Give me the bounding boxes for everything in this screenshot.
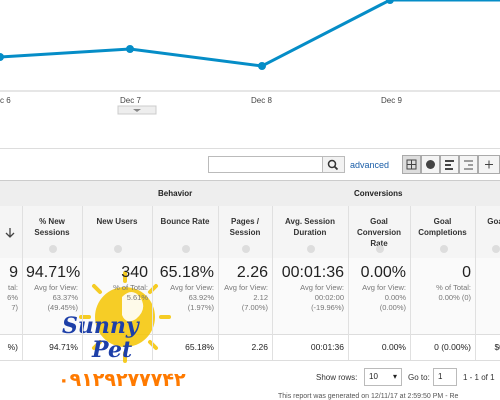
total-sub: % of Total: 5.61%	[113, 283, 148, 302]
sort-arrow[interactable]	[4, 227, 16, 239]
total-value: 00:01:36	[281, 264, 344, 281]
total-sub: 0.	[475, 283, 500, 293]
trend-chart	[0, 0, 500, 115]
column-divider	[475, 206, 476, 360]
help-icon[interactable]	[114, 244, 122, 253]
total-sub: Avg for View: 0.00% (0.00%)	[362, 283, 406, 312]
column-header[interactable]: New Users	[96, 217, 138, 226]
column-header[interactable]: Bounce Rate	[160, 217, 210, 226]
row-cell: 65.18%	[185, 342, 214, 352]
goto-input[interactable]: 1	[433, 368, 457, 386]
total-sub: Avg for View: 00:02:00 (-19.96%)	[300, 283, 344, 312]
total-value: 9	[9, 264, 18, 281]
help-wrap	[218, 240, 272, 258]
x-label: Dec 7	[120, 96, 141, 105]
column-divider	[152, 206, 153, 360]
help-wrap	[348, 240, 410, 258]
help-wrap	[410, 240, 475, 258]
help-icon[interactable]	[439, 244, 448, 253]
column-header[interactable]: Avg. Session Duration	[285, 217, 335, 237]
column-divider	[22, 206, 23, 360]
total-value: 65.18%	[159, 264, 214, 281]
row-cell: %)	[7, 342, 18, 352]
help-icon[interactable]	[182, 244, 190, 253]
watermark-text: Sunny	[62, 313, 139, 339]
help-icon[interactable]	[307, 244, 315, 253]
row-cell: 00:01:36	[310, 342, 344, 352]
x-label: Dec 8	[251, 96, 272, 105]
search-input[interactable]	[208, 156, 323, 173]
column-divider	[348, 206, 349, 360]
row-cell: 94.71%	[49, 342, 78, 352]
total-sub: Avg for View: 63.37% (49.45%)	[34, 283, 78, 312]
column-divider	[218, 206, 219, 360]
trend-line	[0, 0, 500, 68]
row-cell: 0 (0.00%)	[434, 342, 471, 352]
help-wrap	[272, 240, 348, 258]
help-icon[interactable]	[49, 244, 57, 253]
help-wrap	[82, 240, 152, 258]
row-cell: 0.00%	[381, 342, 406, 352]
help-wrap	[152, 240, 218, 258]
help-icon[interactable]	[242, 244, 250, 253]
search-button[interactable]	[322, 156, 345, 173]
total-sub: % of Total: 0.00% (0)	[436, 283, 471, 302]
view-switcher[interactable]	[402, 155, 500, 174]
watermark-phone: ۰۹۱۲۹۲۷۷۷۴۲	[58, 369, 186, 391]
generated-note: This report was generated on 12/11/17 at…	[278, 393, 459, 400]
point	[258, 62, 266, 70]
help-icon[interactable]	[492, 244, 500, 253]
column-header[interactable]: Goal Completions	[418, 217, 467, 237]
show-rows-label: Show rows:	[316, 373, 358, 382]
rows-select[interactable]: 10 ▾	[364, 368, 402, 386]
total-value: 2.26	[236, 264, 268, 281]
goto-label: Go to:	[408, 373, 430, 382]
help-wrap	[475, 240, 500, 258]
total-sub: Avg for View: 2.12 (7.00%)	[224, 283, 268, 312]
group-header: Conversions	[354, 189, 403, 198]
rows-value: 10	[369, 372, 378, 381]
watermark-text: Pet	[92, 337, 133, 363]
point	[386, 0, 394, 4]
column-header[interactable]: % New Sessions	[34, 217, 70, 237]
advanced-link[interactable]: advanced	[350, 160, 390, 170]
point	[126, 45, 134, 53]
column-divider	[272, 206, 273, 360]
range-text: 1 - 1 of 1	[463, 373, 495, 382]
column-divider	[410, 206, 411, 360]
help-icon[interactable]	[376, 244, 384, 253]
total-sub: tal: 6% 7)	[7, 283, 18, 312]
watermark-logo	[79, 271, 171, 363]
total-value: 0.00%	[360, 264, 406, 281]
x-label: c 6	[0, 96, 11, 105]
x-label: Dec 9	[381, 96, 402, 105]
column-header[interactable]: Goa	[487, 217, 500, 226]
total-value: 0	[462, 264, 471, 281]
row-cell: $0.0	[494, 342, 500, 352]
total-value: 340	[121, 264, 148, 281]
point	[0, 53, 4, 61]
total-value: 94.71%	[26, 264, 81, 281]
row-cell: 2.26	[251, 342, 268, 352]
help-wrap	[22, 240, 82, 258]
column-divider	[82, 206, 83, 360]
column-header[interactable]: Pages / Session	[229, 217, 261, 237]
column-header[interactable]: Goal Conversion Rate	[356, 217, 401, 248]
total-sub: Avg for View: 63.92% (1.97%)	[170, 283, 214, 312]
group-header: Behavior	[158, 189, 193, 198]
